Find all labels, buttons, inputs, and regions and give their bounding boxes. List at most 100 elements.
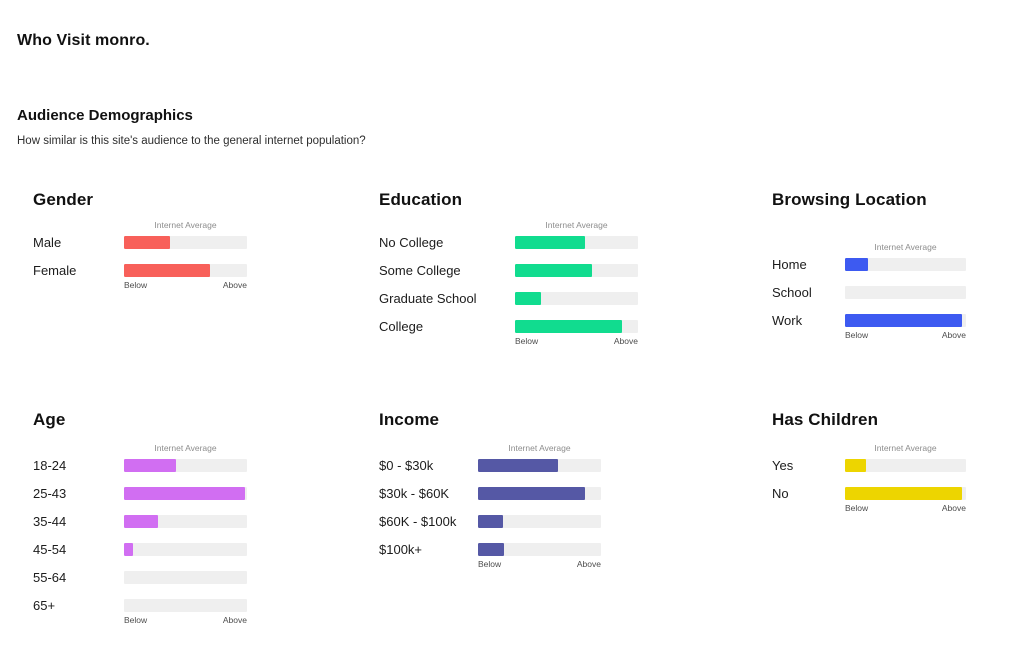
panel-income: Income Internet Average $0 - $30k $30k - …	[379, 410, 601, 569]
bar-rows: 18-24 25-43 35-44 45-54 55-64 65+	[33, 459, 247, 612]
section-title: Audience Demographics	[17, 107, 193, 124]
bar-row: School	[772, 286, 966, 299]
bar-row: $60K - $100k	[379, 515, 601, 528]
bar-track	[845, 314, 966, 327]
bar-fill	[124, 236, 170, 249]
panel-title: Age	[33, 410, 66, 429]
bar-row: 35-44	[33, 515, 247, 528]
panel-title: Education	[379, 190, 463, 209]
below-label: Below	[478, 559, 502, 569]
category-label: 35-44	[33, 514, 67, 529]
axis-labels: Below Above	[124, 615, 247, 625]
above-label: Above	[941, 330, 966, 340]
bar-row: $0 - $30k	[379, 459, 601, 472]
bar-track	[124, 543, 247, 556]
bar-chart: Internet Average Yes No Below Above	[772, 443, 966, 513]
bar-track	[124, 487, 247, 500]
bar-fill	[124, 264, 211, 277]
bar-fill	[845, 258, 868, 271]
panel-title: Income	[379, 410, 440, 429]
category-label: $30k - $60K	[379, 486, 450, 501]
category-label: No College	[379, 235, 444, 250]
category-label: Work	[772, 313, 803, 328]
panel-title: Gender	[33, 190, 94, 209]
bar-track	[124, 264, 247, 277]
axis-labels: Below Above	[478, 559, 601, 569]
bar-rows: $0 - $30k $30k - $60K $60K - $100k $100k+	[379, 459, 601, 556]
bar-track	[478, 459, 601, 472]
above-label: Above	[222, 615, 247, 625]
bar-row: Male	[33, 236, 247, 249]
panel-has-children: Has Children Internet Average Yes No Belo…	[772, 410, 966, 513]
category-label: Some College	[379, 263, 461, 278]
bar-row: 55-64	[33, 571, 247, 584]
below-label: Below	[124, 615, 148, 625]
bar-fill	[478, 543, 504, 556]
category-label: 25-43	[33, 486, 67, 501]
bar-fill	[845, 314, 963, 327]
internet-average-label: Internet Average	[154, 443, 217, 453]
bar-rows: Male Female	[33, 236, 247, 277]
bar-track	[845, 487, 966, 500]
bar-row: Yes	[772, 459, 966, 472]
category-label: $0 - $30k	[379, 458, 434, 473]
above-label: Above	[613, 336, 638, 346]
panel-education: Education Internet Average No College Som…	[379, 190, 638, 346]
category-label: Female	[33, 263, 77, 278]
bar-fill	[124, 515, 159, 528]
bar-row: Female	[33, 264, 247, 277]
internet-average-label: Internet Average	[154, 220, 217, 230]
bar-fill	[478, 515, 503, 528]
panel-gender: Gender Internet Average Male Female Below…	[33, 190, 247, 290]
bar-chart: Internet Average 18-24 25-43 35-44 45-54 55-…	[33, 443, 247, 625]
bar-track	[124, 459, 247, 472]
category-label: 45-54	[33, 542, 67, 557]
category-label: College	[379, 319, 424, 334]
bar-row: No	[772, 487, 966, 500]
bar-row: Some College	[379, 264, 638, 277]
page-title: Who Visit monro.	[17, 32, 150, 49]
axis-labels: Below Above	[515, 336, 638, 346]
bar-fill	[478, 459, 558, 472]
bar-row: College	[379, 320, 638, 333]
category-label: $60K - $100k	[379, 514, 457, 529]
internet-average-label: Internet Average	[874, 242, 937, 252]
bar-track	[845, 286, 966, 299]
bar-row: Graduate School	[379, 292, 638, 305]
bar-track	[478, 543, 601, 556]
internet-average-label: Internet Average	[874, 443, 937, 453]
bar-fill	[515, 292, 541, 305]
bar-track	[124, 571, 247, 584]
panel-age: Age Internet Average 18-24 25-43 35-44 45-5…	[33, 410, 247, 625]
bar-row: Home	[772, 258, 966, 271]
axis-labels: Below Above	[845, 503, 966, 513]
bar-rows: Yes No	[772, 459, 966, 500]
above-label: Above	[941, 503, 966, 513]
bar-track	[515, 236, 638, 249]
bar-fill	[515, 264, 593, 277]
bar-rows: Home School Work	[772, 258, 966, 327]
panel-title: Browsing Location	[772, 190, 927, 209]
bar-track	[124, 515, 247, 528]
below-label: Below	[124, 280, 148, 290]
panel-browsing-location: Browsing Location Internet Average Home S…	[772, 190, 966, 340]
above-label: Above	[576, 559, 601, 569]
category-label: Male	[33, 235, 62, 250]
bar-fill	[124, 487, 245, 500]
bar-track	[845, 258, 966, 271]
bar-fill	[845, 459, 866, 472]
bar-fill	[845, 487, 963, 500]
category-label: Yes	[772, 458, 794, 473]
bar-fill	[478, 487, 585, 500]
bar-fill	[515, 320, 622, 333]
bar-track	[478, 515, 601, 528]
category-label: Home	[772, 257, 807, 272]
category-label: 55-64	[33, 570, 67, 585]
bar-row: 45-54	[33, 543, 247, 556]
bar-row: Work	[772, 314, 966, 327]
category-label: No	[772, 486, 789, 501]
bar-row: No College	[379, 236, 638, 249]
bar-chart: Internet Average No College Some College G…	[379, 220, 638, 346]
bar-track	[515, 320, 638, 333]
bar-chart: Internet Average Male Female Below Above	[33, 220, 247, 290]
